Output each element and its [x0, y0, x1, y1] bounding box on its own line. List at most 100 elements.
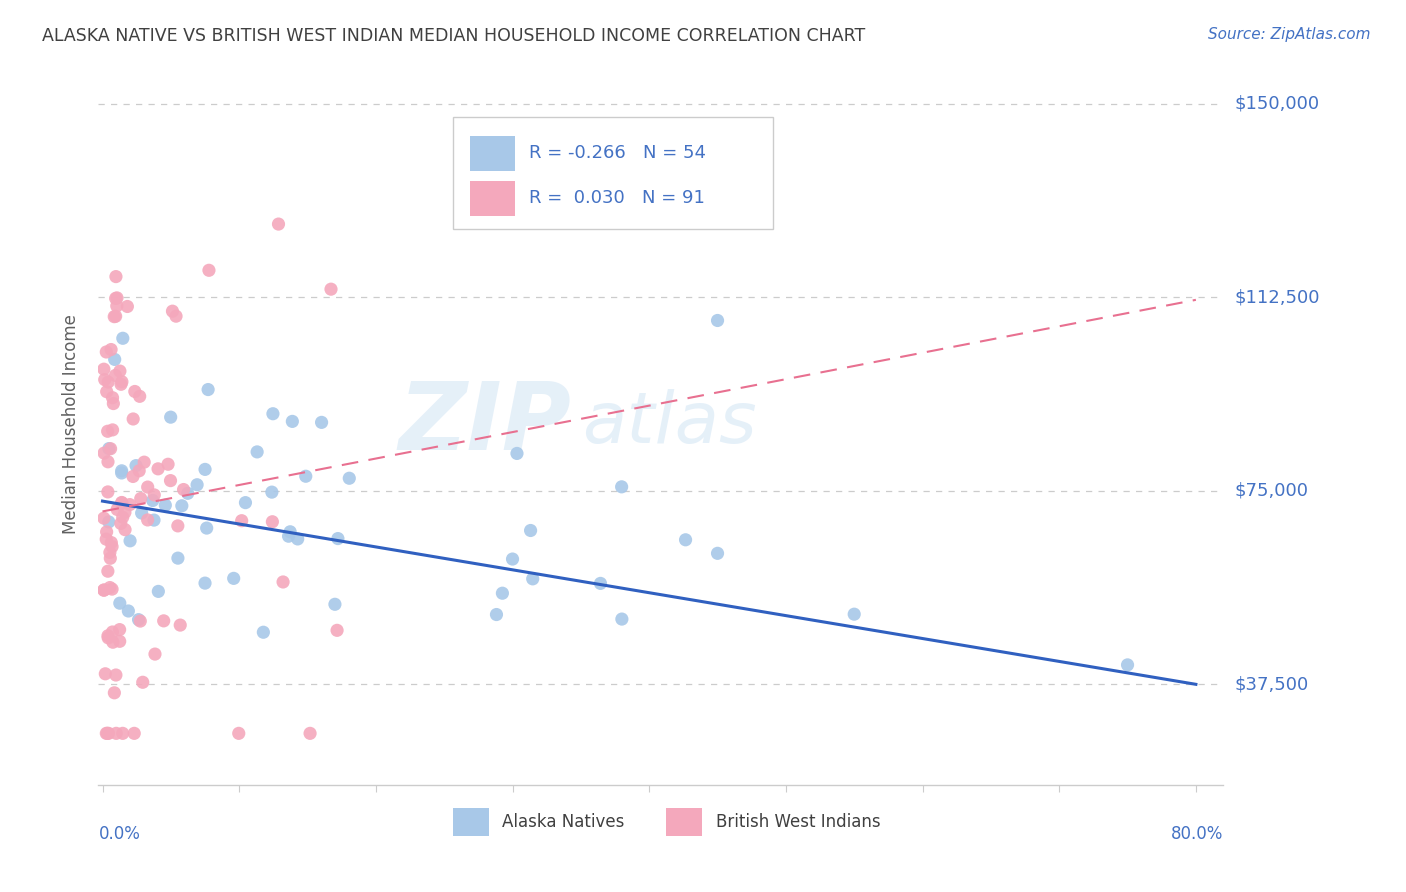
Point	[93, 362, 115, 376]
Point	[129, 614, 152, 628]
Point	[294, 469, 316, 483]
Point	[97, 424, 120, 438]
Text: ZIP: ZIP	[398, 377, 571, 470]
Text: ALASKA NATIVE VS BRITISH WEST INDIAN MEDIAN HOUSEHOLD INCOME CORRELATION CHART: ALASKA NATIVE VS BRITISH WEST INDIAN MED…	[42, 27, 866, 45]
Point	[97, 484, 120, 499]
Point	[323, 597, 346, 611]
Point	[103, 310, 125, 324]
Point	[100, 442, 122, 456]
Point	[111, 495, 134, 509]
Point	[610, 612, 633, 626]
Point	[125, 458, 148, 473]
Point	[96, 726, 118, 740]
Point	[1116, 657, 1139, 672]
Point	[122, 412, 145, 426]
Point	[103, 686, 125, 700]
Point	[170, 499, 193, 513]
Point	[277, 529, 299, 543]
Point	[252, 625, 274, 640]
Point	[228, 726, 250, 740]
Point	[142, 493, 165, 508]
Point	[97, 726, 120, 740]
Point	[128, 389, 150, 403]
Point	[143, 513, 166, 527]
Point	[166, 519, 188, 533]
Text: atlas: atlas	[582, 389, 756, 458]
Point	[111, 466, 134, 480]
Point	[146, 462, 169, 476]
Point	[98, 551, 121, 566]
Text: 80.0%: 80.0%	[1171, 825, 1223, 843]
Point	[97, 442, 120, 456]
Point	[104, 310, 127, 324]
Point	[111, 375, 134, 389]
FancyBboxPatch shape	[666, 808, 703, 836]
Point	[104, 368, 127, 383]
Point	[506, 446, 529, 460]
Point	[262, 407, 284, 421]
Point	[194, 462, 217, 476]
FancyBboxPatch shape	[470, 181, 515, 216]
Point	[98, 581, 121, 595]
Point	[262, 515, 284, 529]
Point	[114, 523, 136, 537]
Point	[519, 524, 541, 538]
Point	[114, 505, 136, 519]
Point	[148, 584, 170, 599]
Point	[100, 343, 122, 357]
Point	[117, 604, 139, 618]
Point	[235, 495, 257, 509]
Point	[104, 292, 127, 306]
Point	[169, 618, 191, 632]
Point	[101, 423, 124, 437]
Point	[128, 464, 150, 478]
Point	[337, 471, 360, 485]
Point	[162, 304, 184, 318]
Point	[118, 498, 141, 512]
Point	[96, 345, 118, 359]
Point	[128, 613, 150, 627]
Text: $37,500: $37,500	[1234, 675, 1309, 693]
Point	[706, 313, 728, 327]
Point	[311, 416, 333, 430]
Point	[97, 455, 120, 469]
Point	[278, 524, 301, 539]
Text: $150,000: $150,000	[1234, 95, 1319, 112]
Point	[101, 540, 124, 554]
Point	[143, 488, 166, 502]
Point	[502, 552, 524, 566]
Point	[96, 524, 118, 539]
Text: R =  0.030   N = 91: R = 0.030 N = 91	[529, 189, 704, 207]
Point	[108, 623, 131, 637]
Point	[260, 485, 283, 500]
Point	[491, 586, 513, 600]
Point	[105, 726, 128, 740]
Point	[177, 486, 200, 500]
Point	[96, 726, 118, 740]
Point	[111, 726, 134, 740]
Point	[267, 217, 290, 231]
Point	[485, 607, 508, 622]
Point	[110, 377, 132, 392]
Point	[98, 545, 121, 559]
Point	[105, 502, 128, 516]
Point	[96, 532, 118, 546]
FancyBboxPatch shape	[453, 808, 489, 836]
Point	[706, 546, 728, 560]
Point	[165, 309, 187, 323]
Point	[111, 464, 134, 478]
Point	[271, 574, 294, 589]
Point	[197, 383, 219, 397]
Point	[173, 483, 195, 497]
Text: $75,000: $75,000	[1234, 482, 1309, 500]
Point	[281, 414, 304, 428]
Point	[104, 668, 127, 682]
Point	[122, 726, 145, 740]
Text: Alaska Natives: Alaska Natives	[502, 813, 624, 830]
Point	[152, 614, 174, 628]
Point	[97, 564, 120, 578]
Point	[110, 516, 132, 531]
Point	[134, 455, 156, 469]
Point	[93, 583, 115, 598]
Point	[159, 474, 181, 488]
